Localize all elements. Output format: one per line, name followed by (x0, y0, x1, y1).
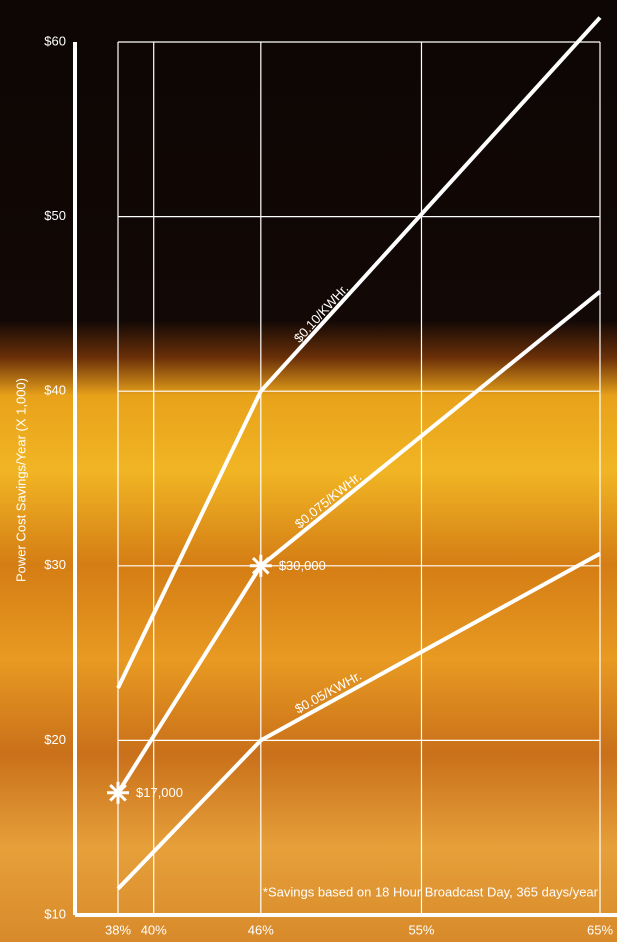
marker-stroke (251, 556, 270, 575)
y-tick-label: $40 (44, 383, 66, 398)
x-tick-label: 38% (105, 922, 131, 937)
series-label: $0.05/KWHr. (292, 668, 364, 717)
y-tick-label: $30 (44, 557, 66, 572)
marker-stroke (109, 783, 127, 802)
y-tick-label: $20 (44, 732, 66, 747)
footnote: *Savings based on 18 Hour Broadcast Day,… (263, 884, 599, 899)
point-marker (249, 554, 272, 577)
value-label: $30,000 (279, 558, 326, 573)
x-tick-label: 65% (587, 922, 613, 937)
series-line (116, 16, 602, 689)
series-label: $0.075/KWHr. (292, 469, 364, 532)
x-tick-label: 55% (408, 922, 434, 937)
y-axis-label: Power Cost Savings/Year (X 1,000) (13, 378, 28, 582)
y-tick-label: $50 (44, 208, 66, 223)
y-tick-label: $60 (44, 33, 66, 48)
point-marker (107, 781, 129, 804)
series-label: $0.10/KWHr. (291, 281, 352, 346)
x-tick-label: 40% (141, 922, 167, 937)
x-tick-label: 46% (248, 922, 274, 937)
series-line (116, 551, 601, 891)
y-tick-label: $10 (44, 906, 66, 921)
value-label: $17,000 (136, 785, 183, 800)
